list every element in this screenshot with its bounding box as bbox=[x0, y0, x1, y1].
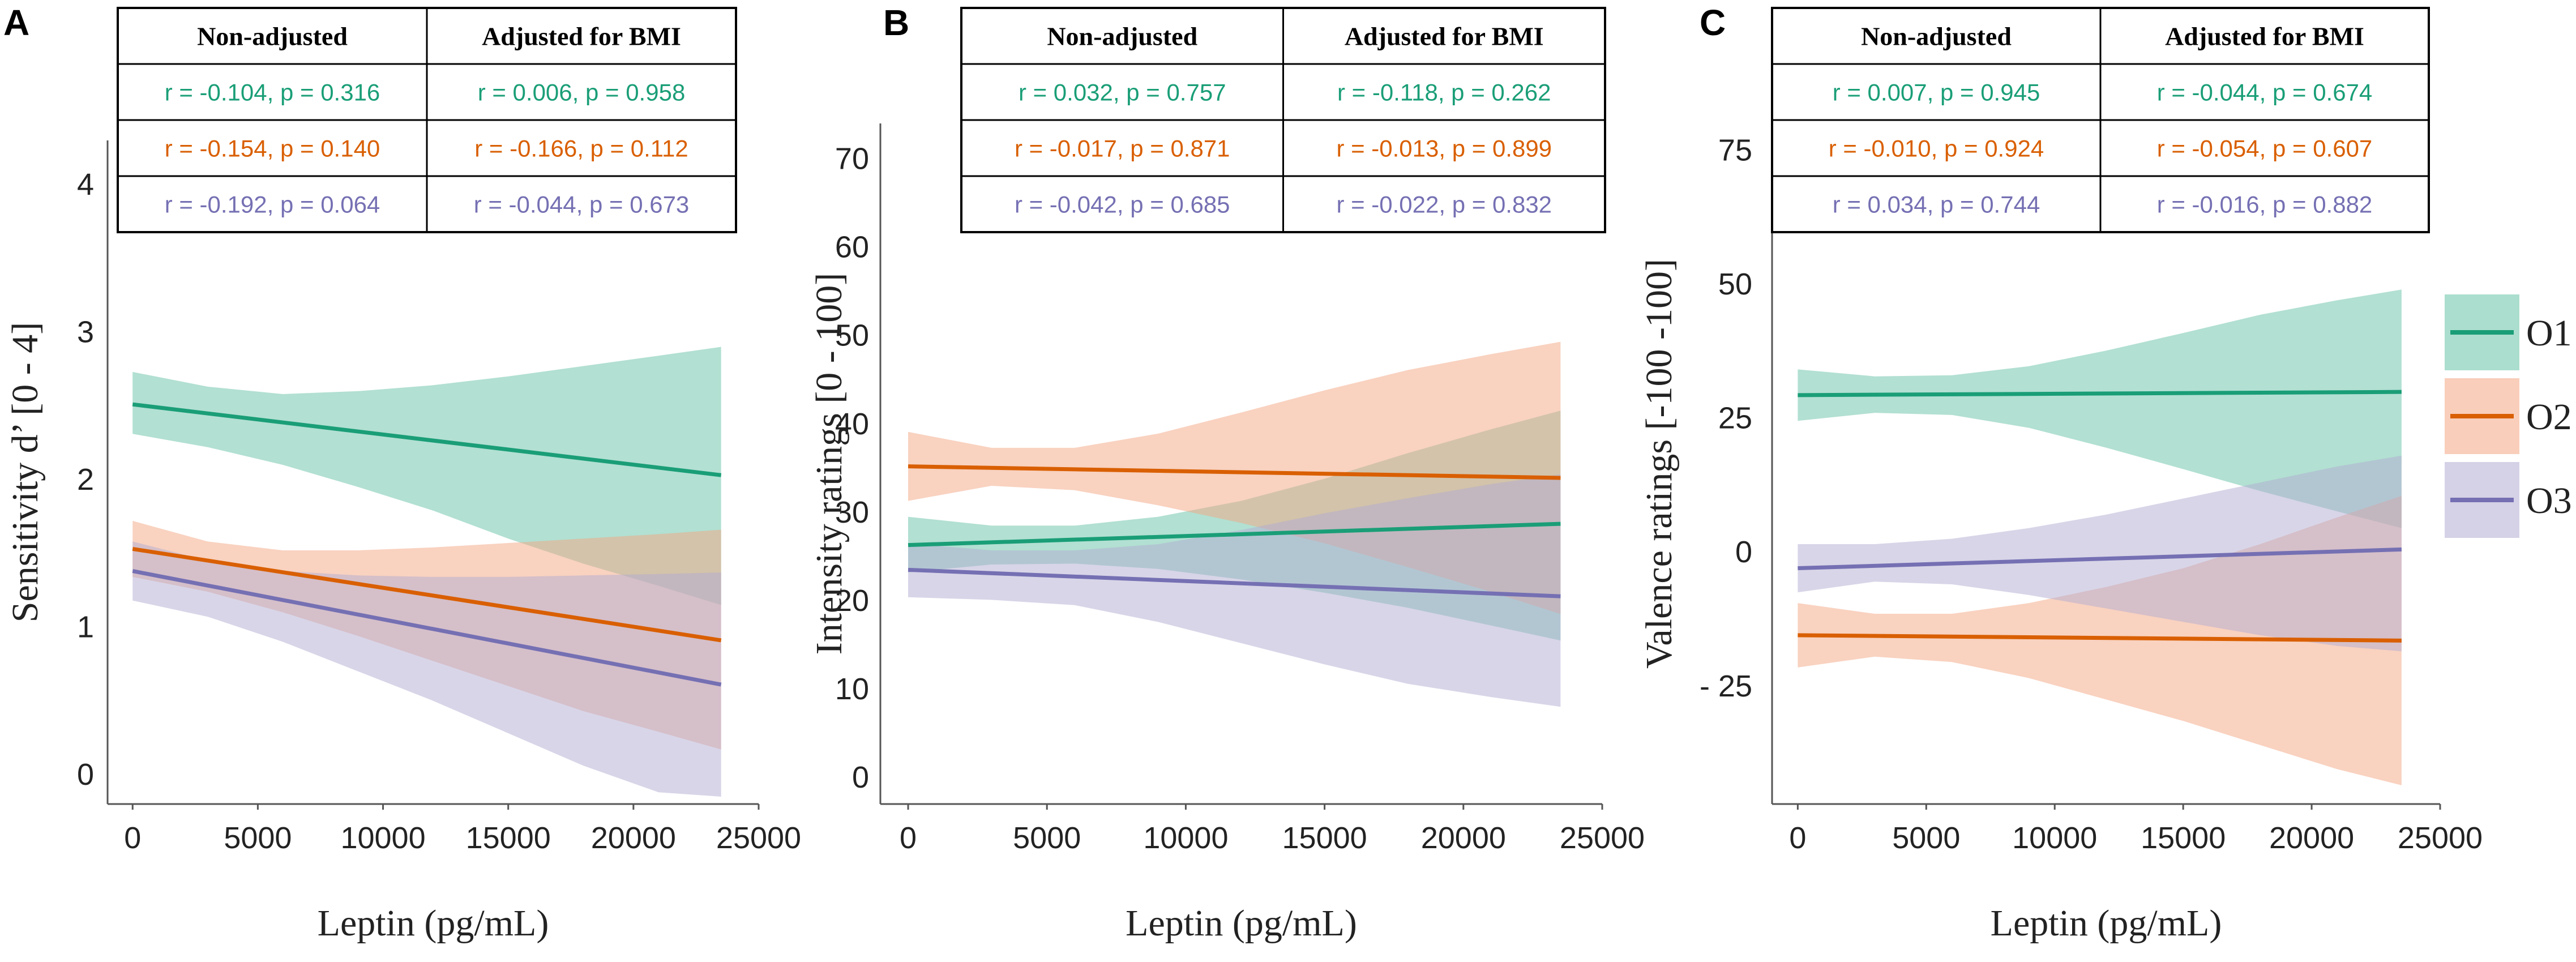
x-tick-label: 0 bbox=[124, 821, 141, 855]
y-tick-label: 50 bbox=[1718, 267, 1752, 301]
regression-line-o1 bbox=[908, 521, 1561, 548]
confidence-band-o3 bbox=[132, 541, 721, 797]
table-header: Adjusted for BMI bbox=[1345, 22, 1544, 51]
x-tick-label: 15000 bbox=[1282, 821, 1367, 855]
table-header: Adjusted for BMI bbox=[2165, 22, 2364, 51]
x-tick-label: 25000 bbox=[1560, 821, 1645, 855]
table-cell-o3: r = -0.192, p = 0.064 bbox=[165, 191, 380, 218]
y-tick-label: 25 bbox=[1718, 401, 1752, 435]
y-tick-label: 10 bbox=[835, 672, 869, 706]
x-tick-label: 25000 bbox=[2398, 821, 2483, 855]
confidence-band-o1 bbox=[1798, 289, 2402, 528]
y-tick-label: 0 bbox=[1735, 535, 1752, 569]
table-cell-o1: r = 0.007, p = 0.945 bbox=[1833, 79, 2040, 106]
x-tick-label: 5000 bbox=[1892, 821, 1960, 855]
x-tick-label: 10000 bbox=[340, 821, 425, 855]
panel-letter: B bbox=[883, 2, 909, 43]
panel-letter: A bbox=[3, 2, 29, 43]
regression-line-o1 bbox=[132, 402, 722, 477]
x-tick-label: 0 bbox=[1789, 821, 1806, 855]
table-header: Non-adjusted bbox=[1861, 22, 2012, 51]
y-tick-label: 4 bbox=[77, 168, 94, 202]
panel-a: A 0 1 2 3 4 0 5000 10000 15000 20000 25000 Leptin (p… bbox=[3, 2, 801, 944]
table-header: Non-adjusted bbox=[197, 22, 348, 51]
regression-line-o3 bbox=[908, 567, 1561, 598]
x-tick-label: 5000 bbox=[224, 821, 292, 855]
x-axis-title: Leptin (pg/mL) bbox=[1126, 903, 1357, 944]
y-tick-label: 0 bbox=[852, 760, 869, 794]
y-tick-label: 40 bbox=[835, 407, 869, 441]
x-tick-label: 10000 bbox=[2012, 821, 2097, 855]
table-cell-o1: r = 0.006, p = 0.958 bbox=[478, 79, 686, 106]
y-tick-label: 1 bbox=[77, 610, 94, 644]
table-cell-o1: r = 0.032, p = 0.757 bbox=[1019, 79, 1226, 106]
y-tick-label: 75 bbox=[1718, 133, 1752, 167]
confidence-band-o3 bbox=[1798, 455, 2402, 652]
y-tick-label: 30 bbox=[835, 495, 869, 529]
stats-table: Non-adjusted Adjusted for BMI r = -0.104, … bbox=[117, 7, 737, 233]
regression-line-o2 bbox=[908, 464, 1561, 480]
y-tick-label: - 25 bbox=[1700, 669, 1752, 703]
x-tick-label: 20000 bbox=[591, 821, 676, 855]
table-cell-o1: r = -0.104, p = 0.316 bbox=[165, 79, 380, 106]
table-cell-o1: r = -0.044, p = 0.674 bbox=[2157, 79, 2373, 106]
table-cell-o3: r = -0.022, p = 0.832 bbox=[1336, 191, 1552, 218]
legend-label-o1: O1 bbox=[2526, 313, 2572, 354]
y-tick-label: 2 bbox=[77, 463, 94, 497]
x-tick-label: 20000 bbox=[2269, 821, 2354, 855]
y-tick-label: 70 bbox=[835, 142, 869, 176]
y-tick-label: 60 bbox=[835, 230, 869, 264]
regression-line-o2 bbox=[132, 546, 722, 643]
table-header: Adjusted for BMI bbox=[482, 22, 681, 51]
legend: O1 O2 O3 bbox=[2445, 294, 2572, 538]
table-cell-o1: r = -0.118, p = 0.262 bbox=[1337, 79, 1551, 106]
table-cell-o2: r = -0.054, p = 0.607 bbox=[2157, 135, 2373, 162]
table-cell-o3: r = -0.044, p = 0.673 bbox=[474, 191, 690, 218]
panel-b: B 0 10 20 30 40 50 60 70 0 5000 10000 15000 20000 2500… bbox=[808, 2, 1645, 944]
table-cell-o2: r = -0.017, p = 0.871 bbox=[1015, 135, 1230, 162]
regression-line-o3 bbox=[1798, 547, 2402, 571]
table-cell-o2: r = -0.010, p = 0.924 bbox=[1829, 135, 2044, 162]
y-tick-label: 0 bbox=[77, 758, 94, 792]
table-header: Non-adjusted bbox=[1047, 22, 1197, 51]
regression-line-o2 bbox=[1798, 633, 2402, 643]
regression-line-o1 bbox=[1798, 390, 2402, 397]
table-cell-o2: r = -0.013, p = 0.899 bbox=[1336, 135, 1552, 162]
table-cell-o2: r = -0.166, p = 0.112 bbox=[474, 135, 688, 162]
regression-line-o3 bbox=[132, 569, 722, 687]
table-cell-o2: r = -0.154, p = 0.140 bbox=[165, 135, 380, 162]
table-cell-o3: r = 0.034, p = 0.744 bbox=[1833, 191, 2040, 218]
x-tick-label: 25000 bbox=[716, 821, 801, 855]
x-axis-title: Leptin (pg/mL) bbox=[1991, 903, 2222, 944]
panel-letter: C bbox=[1700, 2, 1726, 43]
x-tick-label: 10000 bbox=[1143, 821, 1228, 855]
x-tick-label: 0 bbox=[900, 821, 917, 855]
confidence-band-o3 bbox=[908, 474, 1561, 707]
legend-label-o3: O3 bbox=[2526, 480, 2572, 521]
table-cell-o3: r = -0.016, p = 0.882 bbox=[2157, 191, 2373, 218]
x-axis-title: Leptin (pg/mL) bbox=[318, 903, 549, 944]
y-axis-title: Valence ratings [-100 -100] bbox=[1638, 259, 1680, 669]
table-cell-o3: r = -0.042, p = 0.685 bbox=[1015, 191, 1230, 218]
stats-table: Non-adjusted Adjusted for BMI r = 0.032, p… bbox=[960, 7, 1606, 233]
x-tick-label: 15000 bbox=[2141, 821, 2226, 855]
x-tick-label: 15000 bbox=[466, 821, 551, 855]
y-axis-title: Sensitivity d’ [0 - 4] bbox=[5, 322, 46, 622]
y-tick-label: 20 bbox=[835, 584, 869, 618]
panel-c: C - 25 0 25 50 75 0 5000 10000 15000 20000 25000 Lep… bbox=[1638, 2, 2483, 944]
x-tick-label: 20000 bbox=[1421, 821, 1506, 855]
y-tick-label: 50 bbox=[835, 319, 869, 353]
x-tick-label: 5000 bbox=[1013, 821, 1081, 855]
y-tick-label: 3 bbox=[77, 315, 94, 349]
y-axis-title: Intensity ratings [0 - 100] bbox=[808, 273, 850, 655]
legend-label-o2: O2 bbox=[2526, 396, 2572, 438]
stats-table: Non-adjusted Adjusted for BMI r = 0.007, p… bbox=[1771, 7, 2430, 233]
